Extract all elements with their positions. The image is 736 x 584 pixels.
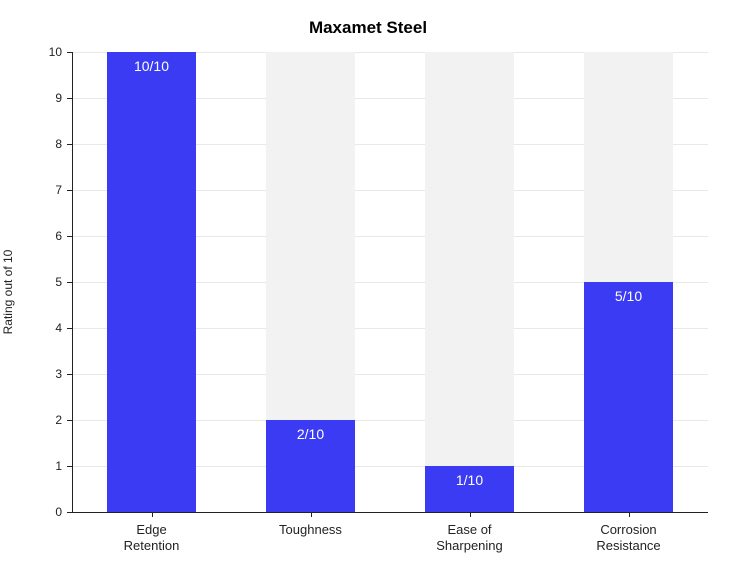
bar-value-label: 5/10 — [584, 288, 673, 304]
bar-background — [425, 52, 514, 512]
bar — [584, 282, 673, 512]
bar-value-label: 2/10 — [266, 426, 355, 442]
chart-title: Maxamet Steel — [0, 18, 736, 38]
bar-group: 1/10 — [425, 52, 514, 512]
chart-container: Maxamet Steel Rating out of 10 012345678… — [0, 0, 736, 584]
bar-group: 5/10 — [584, 52, 673, 512]
y-axis-label: Rating out of 10 — [1, 250, 15, 335]
x-category-label: Ease ofSharpening — [390, 512, 549, 555]
plot-area: 01234567891010/10EdgeRetention2/10Toughn… — [72, 52, 708, 512]
x-category-label: EdgeRetention — [72, 512, 231, 555]
bar-group: 2/10 — [266, 52, 355, 512]
bar — [107, 52, 196, 512]
x-category-label: Toughness — [231, 512, 390, 538]
bar-group: 10/10 — [107, 52, 196, 512]
y-axis-line — [72, 52, 73, 512]
x-category-label: CorrosionResistance — [549, 512, 708, 555]
bar-value-label: 10/10 — [107, 58, 196, 74]
bar-value-label: 1/10 — [425, 472, 514, 488]
